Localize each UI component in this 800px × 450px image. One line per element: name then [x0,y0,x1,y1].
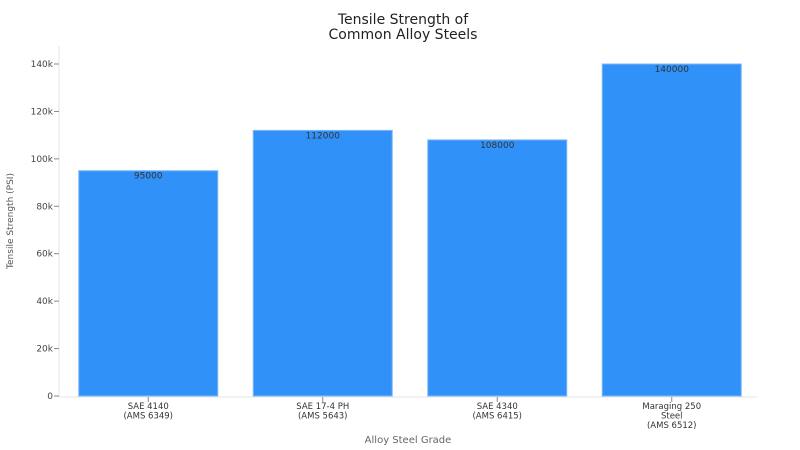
chart-title-line-1: Tensile Strength of [337,12,469,28]
bar-value-label: 140000 [655,65,690,75]
y-tick-label: 60k [36,250,53,260]
x-tick-label: SAE 4340 [477,402,518,412]
bar[interactable] [252,129,393,397]
chart-title-line-2: Common Alloy Steels [329,27,478,43]
x-tick-label: (AMS 6512) [647,421,697,431]
y-axis-label: Tensile Strength (PSI) [6,173,16,270]
y-tick-label: 120k [31,107,54,117]
x-tick-label: SAE 4140 [128,402,169,412]
x-axis-label: Alloy Steel Grade [365,435,452,446]
x-tick-label: Steel [661,412,683,422]
bar-value-label: 108000 [480,141,515,151]
bar[interactable] [427,139,568,397]
bar[interactable] [78,170,219,397]
y-tick-label: 100k [31,155,54,165]
x-tick-label: (AMS 6349) [123,412,173,422]
y-tick-label: 0 [47,392,53,402]
y-tick-label: 80k [36,202,53,212]
bar-value-label: 95000 [134,172,163,182]
x-tick-label: (AMS 6415) [472,412,522,422]
y-tick-label: 20k [36,345,53,355]
bar-value-label: 112000 [306,131,341,141]
x-tick-label: (AMS 5643) [298,412,348,422]
x-tick-label: SAE 17-4 PH [296,402,349,412]
bar[interactable] [601,63,742,397]
y-tick-label: 40k [36,297,53,307]
x-tick-label: Maraging 250 [642,402,701,412]
y-tick-label: 140k [31,60,54,70]
